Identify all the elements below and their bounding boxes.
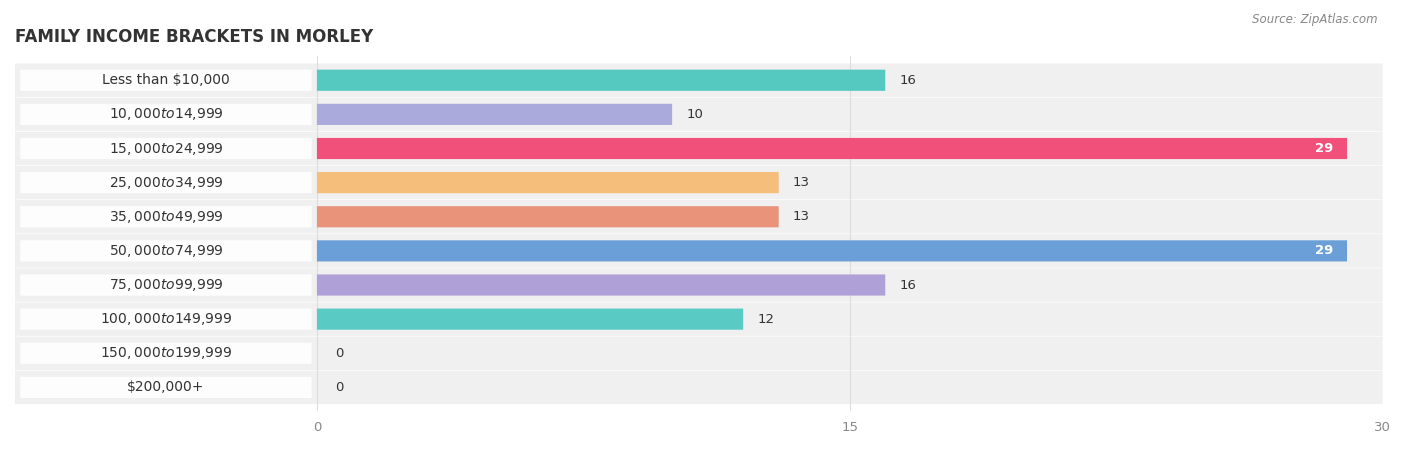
Text: $50,000 to $74,999: $50,000 to $74,999 xyxy=(108,243,224,259)
Text: 29: 29 xyxy=(1315,244,1333,257)
FancyBboxPatch shape xyxy=(15,200,1382,233)
FancyBboxPatch shape xyxy=(15,303,1382,336)
FancyBboxPatch shape xyxy=(15,371,1382,404)
Text: FAMILY INCOME BRACKETS IN MORLEY: FAMILY INCOME BRACKETS IN MORLEY xyxy=(15,28,373,46)
Text: 0: 0 xyxy=(335,347,343,360)
FancyBboxPatch shape xyxy=(316,172,779,193)
Text: 12: 12 xyxy=(758,313,775,326)
FancyBboxPatch shape xyxy=(316,308,744,330)
Text: $150,000 to $199,999: $150,000 to $199,999 xyxy=(100,345,232,361)
Text: Source: ZipAtlas.com: Source: ZipAtlas.com xyxy=(1253,13,1378,26)
FancyBboxPatch shape xyxy=(316,206,779,227)
FancyBboxPatch shape xyxy=(15,132,1382,165)
FancyBboxPatch shape xyxy=(316,240,1347,261)
FancyBboxPatch shape xyxy=(316,70,886,91)
FancyBboxPatch shape xyxy=(20,240,312,261)
Text: $75,000 to $99,999: $75,000 to $99,999 xyxy=(108,277,224,293)
Text: $100,000 to $149,999: $100,000 to $149,999 xyxy=(100,311,232,327)
FancyBboxPatch shape xyxy=(15,166,1382,199)
FancyBboxPatch shape xyxy=(20,138,312,159)
FancyBboxPatch shape xyxy=(20,104,312,125)
Text: Less than $10,000: Less than $10,000 xyxy=(103,73,229,87)
Text: $10,000 to $14,999: $10,000 to $14,999 xyxy=(108,106,224,123)
FancyBboxPatch shape xyxy=(20,70,312,91)
FancyBboxPatch shape xyxy=(316,138,1347,159)
Text: 13: 13 xyxy=(793,210,810,223)
FancyBboxPatch shape xyxy=(20,377,312,398)
Text: 16: 16 xyxy=(900,74,917,87)
Text: 10: 10 xyxy=(686,108,703,121)
FancyBboxPatch shape xyxy=(20,274,312,295)
FancyBboxPatch shape xyxy=(15,63,1382,97)
Text: $25,000 to $34,999: $25,000 to $34,999 xyxy=(108,175,224,191)
FancyBboxPatch shape xyxy=(20,172,312,193)
Text: 29: 29 xyxy=(1315,142,1333,155)
FancyBboxPatch shape xyxy=(316,274,886,295)
Text: $35,000 to $49,999: $35,000 to $49,999 xyxy=(108,209,224,225)
Text: 0: 0 xyxy=(335,381,343,394)
FancyBboxPatch shape xyxy=(20,343,312,364)
FancyBboxPatch shape xyxy=(15,337,1382,370)
Text: $15,000 to $24,999: $15,000 to $24,999 xyxy=(108,141,224,157)
Text: 16: 16 xyxy=(900,278,917,291)
FancyBboxPatch shape xyxy=(316,104,672,125)
FancyBboxPatch shape xyxy=(15,269,1382,302)
FancyBboxPatch shape xyxy=(20,206,312,227)
Text: 13: 13 xyxy=(793,176,810,189)
FancyBboxPatch shape xyxy=(15,97,1382,131)
Text: $200,000+: $200,000+ xyxy=(128,380,205,394)
FancyBboxPatch shape xyxy=(20,308,312,330)
FancyBboxPatch shape xyxy=(15,234,1382,268)
